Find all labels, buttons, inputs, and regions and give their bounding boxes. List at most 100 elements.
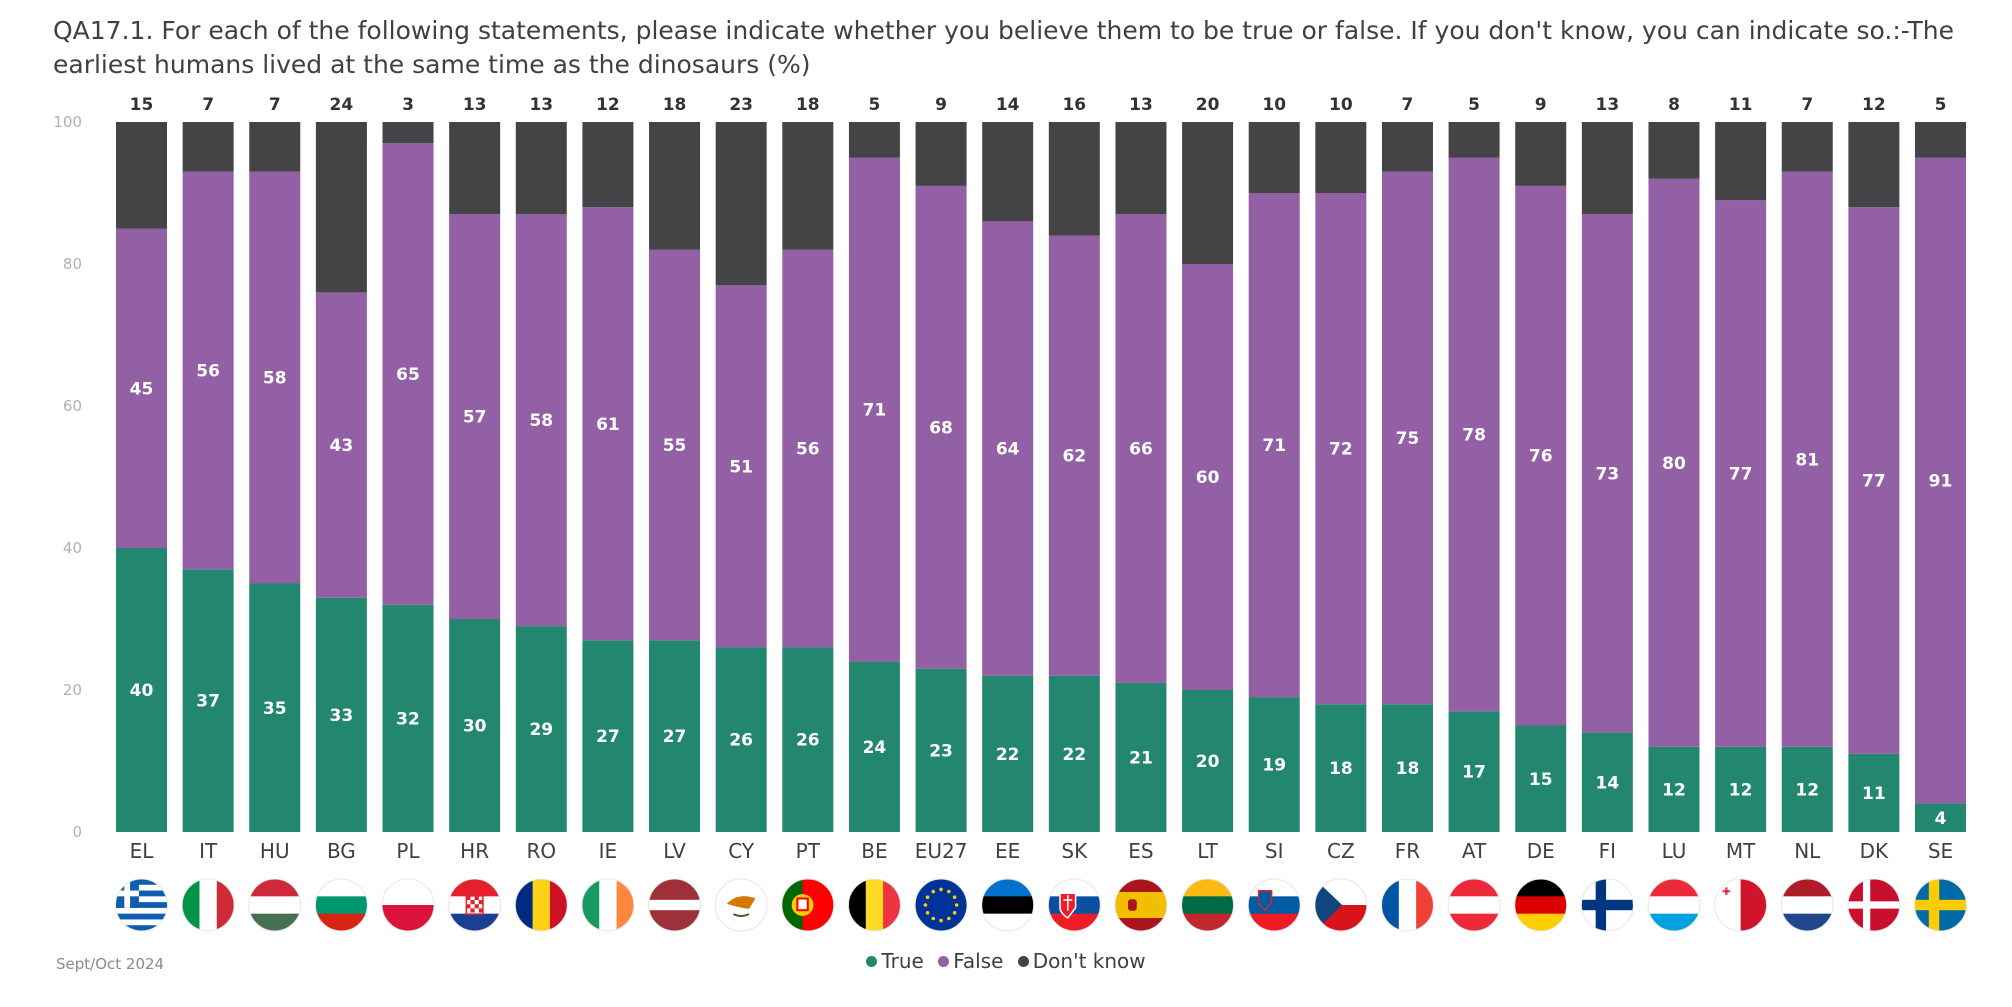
bar-segment-lv-false [649, 249, 701, 641]
data-label: 71 [863, 401, 887, 421]
data-label-dont-know: 11 [1729, 95, 1753, 115]
bar-segment-at-don-t-know [1448, 122, 1500, 158]
data-label-dont-know: 18 [663, 95, 687, 115]
data-label: 15 [1529, 770, 1553, 790]
bar-segment-eu27-don-t-know [915, 122, 967, 186]
bar-segment-at-false [1448, 157, 1500, 712]
bar-segment-mt-false [1715, 200, 1767, 747]
bar-segment-lu-true [1648, 746, 1700, 832]
data-label: 32 [396, 709, 420, 729]
data-label-dont-know: 7 [1402, 95, 1414, 115]
x-tick-label: ES [1128, 839, 1153, 863]
bar-segment-be-true [848, 661, 900, 832]
data-label: 61 [596, 415, 620, 435]
bar-segment-el-true [116, 548, 167, 832]
data-label-dont-know: 14 [996, 95, 1020, 115]
data-label: 12 [1795, 780, 1819, 800]
bar-segment-de-true [1515, 725, 1567, 832]
data-label-dont-know: 15 [130, 95, 154, 115]
x-tick-label: FR [1395, 839, 1421, 863]
flag-estonia-icon [981, 879, 1034, 931]
x-tick-label: SI [1265, 839, 1284, 863]
bar-segment-lt-false [1182, 264, 1234, 690]
flag-portugal-icon [781, 879, 834, 931]
legend: True False Don't know [0, 949, 2012, 973]
bar-segment-hr-don-t-know [449, 122, 501, 215]
data-label: 30 [463, 717, 487, 737]
flag-outline [1580, 878, 1634, 932]
flag-outline [1514, 878, 1568, 932]
bar-segment-fr-false [1381, 171, 1433, 705]
bar-segment-es-don-t-know [1115, 122, 1167, 215]
x-tick-label: IT [199, 839, 218, 863]
bar-segment-pt-true [782, 647, 834, 832]
flag-outline [1714, 878, 1768, 932]
data-label-dont-know: 12 [1862, 95, 1886, 115]
flag-slovenia-icon [1248, 879, 1301, 931]
data-label: 18 [1329, 759, 1353, 779]
legend-item-true: True [866, 949, 924, 973]
data-label: 27 [596, 727, 620, 747]
flag-luxembourg-icon [1647, 879, 1700, 931]
bar-segment-lt-don-t-know [1182, 122, 1234, 264]
data-label: 22 [1062, 745, 1086, 765]
bar-segment-mt-don-t-know [1715, 122, 1767, 201]
flag-outline [1114, 878, 1168, 932]
legend-label-false: False [953, 949, 1004, 973]
data-label: 58 [263, 369, 287, 389]
bar-segment-de-false [1515, 185, 1567, 726]
bar-segment-dk-don-t-know [1848, 122, 1900, 208]
data-label-dont-know: 3 [402, 95, 414, 115]
data-label-dont-know: 9 [1535, 95, 1547, 115]
bar-segment-mt-true [1715, 746, 1767, 832]
flag-outline [1847, 878, 1901, 932]
bar-segment-ie-don-t-know [582, 122, 634, 208]
flag-slovakia-icon [1048, 879, 1101, 931]
flag-croatia-icon [448, 879, 501, 931]
y-axis: 0 20 40 60 80 100 [53, 113, 82, 841]
bar-segment-se-false [1915, 157, 1967, 804]
x-tick-label: LV [663, 839, 686, 863]
bar-segment-pl-don-t-know [382, 122, 434, 144]
data-label-dont-know: 18 [796, 95, 820, 115]
bar-segment-fi-true [1581, 732, 1633, 832]
flag-belgium-icon [848, 879, 901, 931]
flag-romania-icon [515, 879, 568, 931]
x-tick-label: RO [526, 839, 556, 863]
bar-segment-dk-true [1848, 753, 1900, 832]
flag-netherlands-icon [1781, 879, 1834, 931]
bar-segment-ee-false [982, 221, 1034, 676]
data-label: 35 [263, 699, 287, 719]
bar-segment-ro-true [515, 626, 567, 832]
flag-row [115, 878, 1968, 932]
x-tick-label: LU [1662, 839, 1687, 863]
legend-swatch-false [938, 956, 950, 967]
flag-hungary-icon [248, 879, 301, 931]
bar-segment-eu27-false [915, 185, 967, 669]
data-label-dont-know: 9 [935, 95, 947, 115]
x-tick-label: EL [130, 839, 155, 863]
flag-outline [1780, 878, 1834, 932]
data-label-dont-know: 7 [269, 95, 281, 115]
data-label: 81 [1795, 450, 1819, 470]
x-tick-label: SK [1061, 839, 1088, 863]
data-label: 40 [130, 681, 154, 701]
data-label: 4 [1935, 809, 1947, 829]
flag-finland-icon [1581, 879, 1634, 931]
bar-segment-cy-true [715, 647, 767, 832]
flag-outline [381, 878, 435, 932]
bar-segment-si-don-t-know [1248, 122, 1300, 193]
bar-segment-fr-true [1381, 704, 1433, 832]
data-label-dont-know: 13 [529, 95, 553, 115]
data-label: 57 [463, 408, 487, 428]
flag-germany-icon [1514, 879, 1567, 931]
flag-france-icon [1381, 879, 1434, 931]
flag-outline [1914, 878, 1968, 932]
flag-outline [1047, 878, 1101, 932]
flag-outline [1447, 878, 1501, 932]
y-tick-label: 40 [63, 539, 82, 557]
flag-sweden-icon [1914, 879, 1967, 931]
flag-outline [648, 878, 702, 932]
flag-outline [781, 878, 835, 932]
